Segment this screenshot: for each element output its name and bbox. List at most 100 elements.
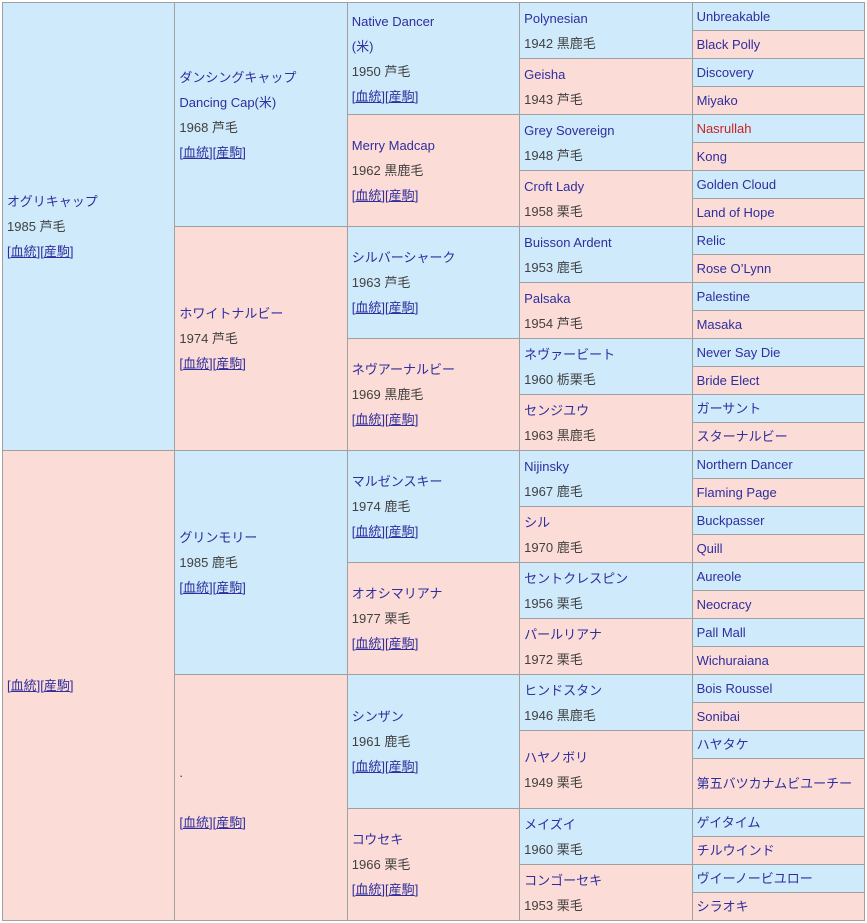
horse-name-link-discovery[interactable]: Discovery — [696, 65, 754, 80]
horse-name-link-masaka[interactable]: Masaka — [696, 317, 743, 332]
horse-name-link-hayatake[interactable]: ハヤタケ — [696, 737, 749, 752]
horse-name-link-buisson-ardent[interactable]: Buisson Ardent — [524, 234, 612, 250]
horse-name-link-geisha[interactable]: Geisha — [524, 66, 566, 82]
pedigree-row-6: Kong — [3, 142, 866, 171]
horse-name-link-buckpasser[interactable]: Buckpasser — [696, 513, 765, 528]
horse-name-link-sonibai[interactable]: Sonibai — [696, 709, 740, 724]
horse-name-link-shiraoki[interactable]: シラオキ — [696, 899, 749, 914]
horse-name-link-neocracy[interactable]: Neocracy — [696, 597, 752, 612]
blood-link-oguri-cap[interactable]: 血統 — [10, 244, 37, 259]
offspring-link-oguri-cap[interactable]: 産駒 — [43, 244, 70, 259]
horse-name-link-merry-madcap[interactable]: Merry Madcap — [351, 138, 435, 153]
horse-name-link-nijinsky[interactable]: Nijinsky — [524, 458, 569, 474]
horse-name-link-black-polly[interactable]: Black Polly — [696, 37, 761, 52]
blood-link-maruzensky[interactable]: 血統 — [355, 524, 382, 539]
horse-name-link-quill[interactable]: Quill — [696, 541, 723, 556]
offspring-link-green-mory[interactable]: 産駒 — [216, 580, 243, 595]
horse-name-link-saint-crespin[interactable]: セントクレスピン — [524, 570, 629, 586]
horse-name-link-vieno-biyuro[interactable]: ヴイーノービユロー — [696, 871, 813, 886]
horse-name-link-never-beat[interactable]: ネヴァービート — [524, 346, 616, 362]
horse-name-link-hindostan[interactable]: ヒンドスタン — [524, 682, 603, 698]
horse-name-link-palsaka[interactable]: Palsaka — [524, 290, 571, 306]
horse-name-link-relic[interactable]: Relic — [696, 233, 726, 248]
horse-name-link-palestine[interactable]: Palestine — [696, 289, 751, 304]
horse-name-link-maruzensky[interactable]: マルゼンスキー — [351, 474, 443, 489]
horse-name-link-grey-sovereign[interactable]: Grey Sovereign — [524, 122, 615, 138]
horse-name-link-bride-elect[interactable]: Bride Elect — [696, 373, 760, 388]
horse-name-link-flaming-page[interactable]: Flaming Page — [696, 485, 777, 500]
horse-name-link-chill-wind[interactable]: チルウインド — [696, 843, 775, 858]
offspring-link-white-nalby[interactable]: 産駒 — [216, 356, 243, 371]
blood-link-green-mory[interactable]: 血統 — [183, 580, 210, 595]
horse-name-link-unbreakable[interactable]: Unbreakable — [696, 9, 771, 24]
horse-name-link-green-mory[interactable]: グリンモリー — [179, 530, 258, 545]
offspring-link-dam-unnamed[interactable]: 産駒 — [43, 678, 70, 693]
horse-name-link-never-nalby[interactable]: ネヴアーナルビー — [351, 362, 456, 377]
horse-name-link-dancing-cap[interactable]: ダンシングキャップ — [179, 69, 297, 85]
horse-name-link-aureole[interactable]: Aureole — [696, 569, 742, 584]
horse-name-link-rose-olynn[interactable]: Rose O’Lynn — [696, 261, 772, 276]
horse-name-link-polynesian[interactable]: Polynesian — [524, 10, 588, 26]
blood-link-white-nalby[interactable]: 血統 — [183, 356, 210, 371]
horse-name-link-silver-shark[interactable]: シルバーシャーク — [351, 250, 456, 265]
horse-name-link-miyako[interactable]: Miyako — [696, 93, 738, 108]
blood-link-granddam-dot[interactable]: 血統 — [183, 815, 210, 830]
horse-name-link-koseki[interactable]: コウセキ — [351, 832, 404, 847]
horse-name-link-pearl-riana[interactable]: パールリアナ — [524, 626, 602, 642]
horse-name-link-star-nalby[interactable]: スターナルビー — [696, 429, 788, 444]
pedigree-cell-bride-elect: Bride Elect — [691, 366, 866, 395]
offspring-link-silver-shark[interactable]: 産駒 — [388, 300, 415, 315]
offspring-link-merry-madcap[interactable]: 産駒 — [388, 188, 415, 203]
horse-name-link-bois-roussel[interactable]: Bois Roussel — [696, 681, 773, 696]
horse-name-link-wichuraiana[interactable]: Wichuraiana — [696, 653, 769, 668]
horse-name-link-croft-lady[interactable]: Croft Lady — [524, 178, 585, 194]
horse-name-link-pall-mall[interactable]: Pall Mall — [696, 625, 746, 640]
blood-link-merry-madcap[interactable]: 血統 — [355, 188, 382, 203]
blood-link-dam-unnamed[interactable]: 血統 — [10, 678, 37, 693]
blood-link-dancing-cap[interactable]: 血統 — [183, 144, 210, 160]
pedigree-cell-northern-dancer: Northern Dancer — [691, 450, 866, 479]
offspring-link-granddam-dot[interactable]: 産駒 — [216, 815, 243, 830]
horse-name-link-shill[interactable]: シル — [524, 514, 551, 530]
horse-name-link-land-of-hope[interactable]: Land of Hope — [696, 205, 775, 220]
blood-link-never-nalby[interactable]: 血統 — [355, 412, 382, 427]
horse-name-link-native-dancer[interactable]: Native Dancer — [351, 13, 435, 29]
pedigree-cell-senjiyu: センジユウ 1963 黒鹿毛 — [519, 394, 693, 451]
horse-name-link-granddam-dot[interactable]: . — [179, 765, 184, 780]
offspring-link-dancing-cap[interactable]: 産駒 — [216, 144, 243, 160]
offspring-link-shinzan[interactable]: 産駒 — [388, 759, 415, 774]
blood-link-oshima-riana[interactable]: 血統 — [355, 636, 382, 651]
horse-name-link-nasrullah[interactable]: Nasrullah — [696, 121, 752, 136]
bracket: ] — [69, 678, 74, 693]
horse-name-link-northern-dancer[interactable]: Northern Dancer — [696, 457, 793, 472]
horse-name-link-daigo-batsukanam-beauty[interactable]: 第五バツカナムビユーチー — [696, 776, 853, 791]
pedigree-offspring-links: [血統][産駒] — [352, 183, 515, 208]
horse-name-link-oshima-riana[interactable]: オオシマリアナ — [351, 586, 443, 601]
horse-name-link-kongoseki[interactable]: コンゴーセキ — [524, 872, 603, 888]
horse-name-link-kong[interactable]: Kong — [696, 149, 727, 164]
horse-name-link-meizui[interactable]: メイズイ — [524, 816, 576, 832]
bracket: ] — [414, 412, 419, 427]
offspring-link-oshima-riana[interactable]: 産駒 — [388, 636, 415, 651]
blood-link-koseki[interactable]: 血統 — [355, 882, 382, 897]
horse-name-link-garsant[interactable]: ガーサント — [696, 401, 762, 416]
offspring-link-maruzensky[interactable]: 産駒 — [388, 524, 415, 539]
offspring-link-native-dancer[interactable]: 産駒 — [388, 88, 415, 104]
horse-name-link-golden-cloud[interactable]: Golden Cloud — [696, 177, 777, 192]
horse-name-link-white-nalby[interactable]: ホワイトナルビー — [179, 306, 284, 321]
horse-name-link-gay-time[interactable]: ゲイタイム — [696, 815, 761, 830]
horse-name-link-hayanobori[interactable]: ハヤノボリ — [524, 749, 589, 765]
offspring-link-never-nalby[interactable]: 産駒 — [388, 412, 415, 427]
blood-link-native-dancer[interactable]: 血統 — [355, 88, 382, 104]
pedigree-row-9: ホワイトナルビー 1974 芦毛 [血統][産駒] シルバーシャーク 1963 芦毛 [血… — [3, 226, 866, 451]
horse-name-link-senjiyu[interactable]: センジユウ — [524, 402, 590, 418]
offspring-link-koseki[interactable]: 産駒 — [388, 882, 415, 897]
horse-name-link-never-say-die[interactable]: Never Say Die — [696, 345, 781, 360]
horse-name-alt-native-dancer[interactable]: (米) — [351, 38, 374, 54]
horse-name-alt-dancing-cap[interactable]: Dancing Cap(米) — [179, 94, 277, 110]
horse-name-link-shinzan[interactable]: シンザン — [351, 709, 404, 724]
pedigree-row-20: Quill — [3, 534, 866, 563]
blood-link-silver-shark[interactable]: 血統 — [355, 300, 382, 315]
horse-name-link-oguri-cap[interactable]: オグリキャップ — [7, 194, 98, 209]
blood-link-shinzan[interactable]: 血統 — [355, 759, 382, 774]
